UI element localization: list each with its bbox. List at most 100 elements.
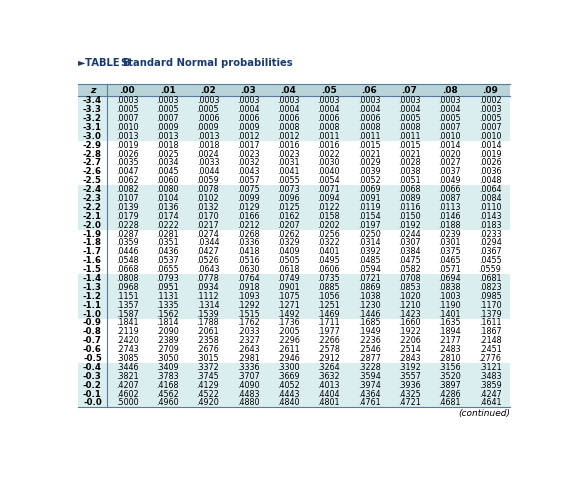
Text: -2.1: -2.1 <box>83 212 102 221</box>
Text: .3446: .3446 <box>116 363 138 372</box>
Text: .0031: .0031 <box>277 159 300 168</box>
Bar <box>78 381 510 389</box>
Text: .0427: .0427 <box>197 247 219 256</box>
Text: .1841: .1841 <box>116 319 138 327</box>
Text: z: z <box>90 86 95 94</box>
Text: .4602: .4602 <box>116 389 138 399</box>
Text: .2611: .2611 <box>277 345 300 354</box>
Text: .0329: .0329 <box>277 239 300 247</box>
Text: .0202: .0202 <box>317 221 340 230</box>
Text: .0032: .0032 <box>237 159 260 168</box>
Text: .0143: .0143 <box>479 212 501 221</box>
Text: .0401: .0401 <box>317 247 340 256</box>
Text: .0037: .0037 <box>438 167 461 176</box>
Text: .0040: .0040 <box>317 167 340 176</box>
Text: -1.4: -1.4 <box>83 274 102 283</box>
Text: .0004: .0004 <box>358 105 380 114</box>
Text: .0044: .0044 <box>197 167 219 176</box>
Text: .0643: .0643 <box>197 265 219 274</box>
Text: .0281: .0281 <box>156 229 179 239</box>
Text: .0052: .0052 <box>358 176 380 185</box>
Bar <box>78 105 510 114</box>
Text: .2877: .2877 <box>358 354 380 363</box>
Text: .0004: .0004 <box>237 105 260 114</box>
Text: .1446: .1446 <box>358 309 380 319</box>
Text: .0048: .0048 <box>479 176 501 185</box>
Text: .4207: .4207 <box>116 381 138 390</box>
Text: .0002: .0002 <box>479 96 501 105</box>
Text: .0004: .0004 <box>317 105 340 114</box>
Text: .2005: .2005 <box>277 327 300 336</box>
Text: ►: ► <box>78 58 89 68</box>
Text: .0054: .0054 <box>317 176 340 185</box>
Text: .0096: .0096 <box>277 194 300 203</box>
Text: .1020: .1020 <box>398 292 421 301</box>
Text: .3300: .3300 <box>277 363 300 372</box>
Text: .0012: .0012 <box>277 132 300 141</box>
Text: .0116: .0116 <box>398 203 420 212</box>
Text: .3783: .3783 <box>156 372 179 381</box>
Text: .0559: .0559 <box>479 265 502 274</box>
Bar <box>78 96 510 105</box>
Text: -0.5: -0.5 <box>83 354 102 363</box>
Text: .4483: .4483 <box>237 389 260 399</box>
Text: .0064: .0064 <box>479 185 501 194</box>
Text: .03: .03 <box>240 86 256 94</box>
Text: .2296: .2296 <box>277 336 300 345</box>
Bar <box>78 194 510 203</box>
Text: .0027: .0027 <box>438 159 461 168</box>
Text: .3557: .3557 <box>398 372 421 381</box>
Text: .4840: .4840 <box>277 399 300 407</box>
Text: .0721: .0721 <box>358 274 380 283</box>
Text: .3745: .3745 <box>197 372 219 381</box>
Bar <box>78 132 510 141</box>
Text: .0951: .0951 <box>156 283 179 292</box>
Text: .0012: .0012 <box>237 132 260 141</box>
Text: .0132: .0132 <box>197 203 219 212</box>
Text: .0455: .0455 <box>479 256 502 265</box>
Text: .0485: .0485 <box>358 256 380 265</box>
Text: .1736: .1736 <box>277 319 300 327</box>
Text: .0007: .0007 <box>116 114 138 123</box>
Text: .0146: .0146 <box>439 212 461 221</box>
Text: .0351: .0351 <box>156 239 179 247</box>
Text: .2327: .2327 <box>237 336 260 345</box>
Text: .0020: .0020 <box>438 149 461 159</box>
Text: .0094: .0094 <box>317 194 340 203</box>
Text: .0005: .0005 <box>156 105 179 114</box>
Text: .0571: .0571 <box>438 265 461 274</box>
Text: .3707: .3707 <box>237 372 260 381</box>
Text: .0010: .0010 <box>479 132 501 141</box>
Text: .1977: .1977 <box>317 327 340 336</box>
Text: .0174: .0174 <box>156 212 179 221</box>
Text: .2061: .2061 <box>197 327 219 336</box>
Text: .0069: .0069 <box>358 185 380 194</box>
Text: .0007: .0007 <box>156 114 179 123</box>
Text: .0516: .0516 <box>237 256 260 265</box>
Text: .2912: .2912 <box>317 354 340 363</box>
Text: .3974: .3974 <box>358 381 380 390</box>
Text: .0104: .0104 <box>156 194 179 203</box>
Text: .0192: .0192 <box>398 221 421 230</box>
Text: .1292: .1292 <box>237 301 260 310</box>
Text: .0016: .0016 <box>277 141 300 150</box>
Text: .0003: .0003 <box>358 96 380 105</box>
Text: .0655: .0655 <box>156 265 179 274</box>
Text: .0274: .0274 <box>197 229 219 239</box>
Text: .0256: .0256 <box>317 229 340 239</box>
Text: .3936: .3936 <box>398 381 421 390</box>
Text: -3.3: -3.3 <box>83 105 102 114</box>
Text: .2676: .2676 <box>197 345 219 354</box>
Text: -0.1: -0.1 <box>83 389 102 399</box>
Text: .3121: .3121 <box>479 363 501 372</box>
Bar <box>78 283 510 292</box>
Text: -2.5: -2.5 <box>83 176 102 185</box>
Text: .05: .05 <box>321 86 337 94</box>
Text: -1.7: -1.7 <box>83 247 102 256</box>
Text: .0023: .0023 <box>237 149 260 159</box>
Text: .0618: .0618 <box>277 265 300 274</box>
Text: .3156: .3156 <box>438 363 461 372</box>
Text: -2.9: -2.9 <box>83 141 102 150</box>
Text: .0003: .0003 <box>317 96 340 105</box>
Text: .0099: .0099 <box>237 194 260 203</box>
